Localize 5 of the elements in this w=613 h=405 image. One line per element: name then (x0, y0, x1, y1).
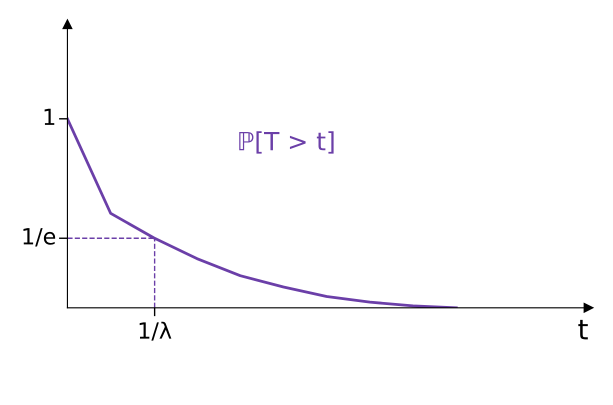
text: 1/λ (140, 322, 172, 341)
annotation: 1 (44, 108, 54, 125)
annotation: ℙ[T > t] (239, 131, 334, 154)
ref-line-label: 1/e (23, 228, 56, 246)
x-axis-title: t (578, 320, 588, 340)
